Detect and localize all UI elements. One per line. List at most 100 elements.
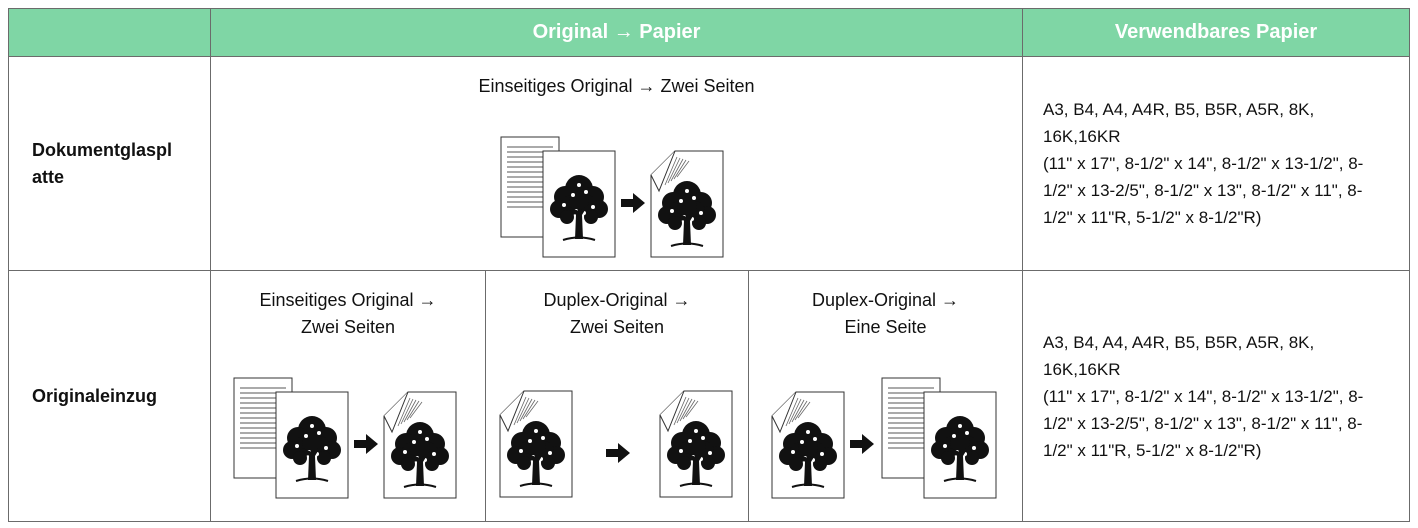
arrow [621,193,645,213]
tree-gap [679,449,683,453]
fold-line [409,401,423,419]
fold-line [685,400,699,418]
tree-gap [528,439,532,443]
tree-gap [591,205,595,209]
page-fold [659,390,685,433]
tree-ground [791,483,825,488]
tree-gap [800,440,804,444]
arrow [354,434,378,454]
header-corner [8,8,211,57]
tree-ground [519,482,553,487]
tree-gap [791,450,795,454]
row-label-text: Originaleinzug [32,385,158,406]
header-text: Verwendbares Papier [1114,21,1318,43]
tree-gap [708,451,712,455]
fold-line [667,157,681,184]
tree-gap [317,431,321,435]
fold-line [519,398,533,422]
row-label: Dokumentglasplatte [8,56,211,271]
tree-gap [958,424,962,428]
row-label: Originaleinzug [8,270,211,522]
tree [779,422,837,488]
tree-gap [324,446,328,450]
icon-simplex-to-duplex [233,377,457,499]
tree-leaves [425,457,439,471]
tree-gap [679,199,683,203]
fold-line [797,401,811,419]
tree-leaves [560,210,574,224]
fold-line [673,159,687,180]
arrow [850,434,874,454]
tree-gap [670,209,674,213]
fold-line [791,399,805,423]
icon-duplex-to-duplex [499,390,733,498]
paper-cell: A3, B4, A4, A4R, B5, B5R, A5R, 8K, 16K,1… [1022,56,1410,271]
fold-line [670,158,684,182]
tree [931,416,989,482]
tree-leaves [789,457,803,471]
tree [507,421,565,487]
tree-ground [943,477,977,482]
tree-gap [534,429,538,433]
tree-gap [295,444,299,448]
fold-line [676,160,690,178]
fold-line [679,398,693,422]
tree-gap [571,193,575,197]
fold-line [788,398,802,425]
tree-gap [943,444,947,448]
fold-line [682,399,696,420]
mode-cell: Duplex-Original → Eine Seite [748,270,1023,522]
tree-gap [688,439,692,443]
tree-ground [679,482,713,487]
tree-gap [403,450,407,454]
tree-leaves [517,456,531,470]
fold-line [400,398,414,425]
tree-gap [692,196,696,200]
tree-gap [806,430,810,434]
tree [391,422,449,488]
tree-leaves [668,216,682,230]
tree-leaves [541,456,555,470]
tree-gap [541,436,545,440]
arrow [606,443,630,463]
tree-gap [584,190,588,194]
page-fold [771,391,797,434]
tree-gap [418,430,422,434]
tree-gap [304,434,308,438]
header-text: Original → Papier [532,21,701,43]
fold-line [673,396,687,426]
header-cell: Verwendbares Papier [1022,8,1410,57]
tree-gap [820,452,824,456]
tree-leaves [701,456,715,470]
fold-line [664,156,678,186]
tree-gap [548,451,552,455]
tree [658,181,716,247]
paper-sizes: A3, B4, A4, A4R, B5, B5R, A5R, 8K, 16K,1… [1043,332,1315,379]
tree-gap [432,452,436,456]
tree-trunk [569,205,588,239]
tree [550,175,608,241]
icon-duplex-to-simplex [771,377,997,499]
tree-leaves [677,456,691,470]
tree [667,421,725,487]
fold-line [785,397,799,427]
tree-gap [425,437,429,441]
fold-line [525,400,539,418]
tree-gap [965,431,969,435]
fold-line [406,400,420,421]
tree-leaves [941,451,955,465]
tree-leaves [813,457,827,471]
page-fold [499,390,525,433]
fold-line [397,397,411,427]
tree [283,416,341,482]
fold-line [522,399,536,420]
tree-gap [813,437,817,441]
tree-gap [694,429,698,433]
icon-simplex-to-duplex [500,136,724,258]
tree-gap [310,424,314,428]
tree-gap [562,203,566,207]
mode-text: Duplex-Original → Eine Seite [811,290,960,337]
fold-line [403,399,417,423]
paper-inch-sizes: (11" x 17", 8-1/2" x 14", 8-1/2" x 13-1/… [1043,154,1364,227]
paper-inch-sizes: (11" x 17", 8-1/2" x 14", 8-1/2" x 13-1/… [1043,386,1364,460]
